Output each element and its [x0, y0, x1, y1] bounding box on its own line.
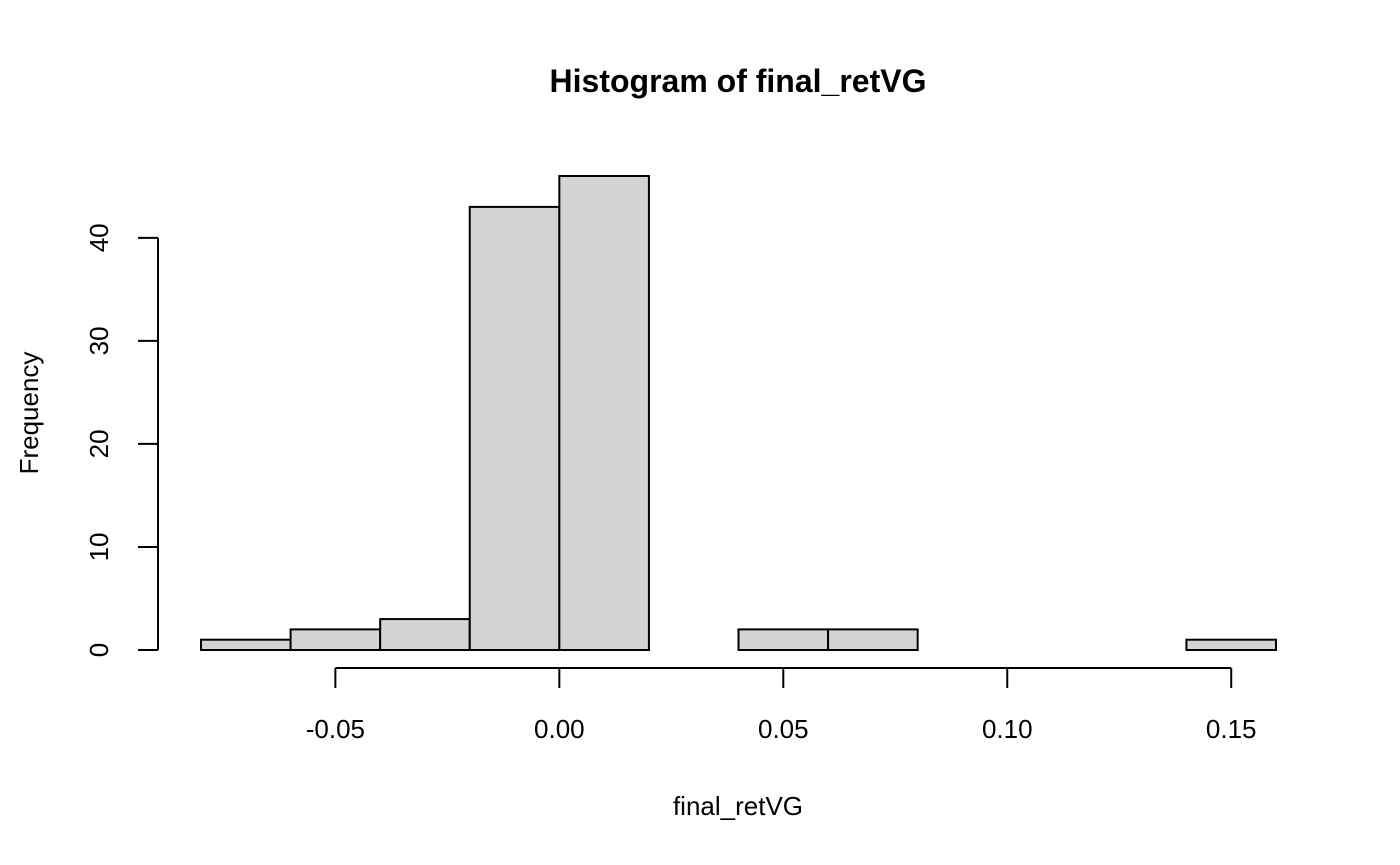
- histogram-bars: [200, 175, 1277, 652]
- x-axis: -0.05 0.00 0.05 0.10 0.15: [306, 667, 1257, 744]
- y-tick-label: 40: [84, 223, 114, 252]
- x-axis-ticks: -0.05 0.00 0.05 0.10 0.15: [306, 668, 1257, 744]
- x-axis-label: final_retVG: [673, 791, 803, 821]
- histogram-bar: [468, 205, 561, 651]
- chart-title: Histogram of final_retVG: [550, 63, 927, 99]
- histogram-bar: [379, 618, 471, 652]
- histogram-bar: [827, 628, 919, 651]
- x-tick-label: 0.10: [982, 714, 1033, 744]
- x-tick-label: 0.00: [534, 714, 585, 744]
- histogram-bar: [289, 628, 382, 651]
- x-tick-label: -0.05: [306, 714, 365, 744]
- y-axis: 0 10 20 30 40: [84, 223, 159, 657]
- y-axis-label: Frequency: [14, 352, 44, 475]
- x-tick-label: 0.05: [758, 714, 809, 744]
- histogram-bar: [1185, 638, 1277, 652]
- y-tick-label: 30: [84, 326, 114, 355]
- histogram-bar: [558, 175, 650, 651]
- y-tick-label: 20: [84, 429, 114, 458]
- y-axis-ticks: 0 10 20 30 40: [84, 223, 158, 657]
- x-tick-label: 0.15: [1206, 714, 1257, 744]
- histogram-bar: [200, 638, 292, 652]
- y-tick-label: 10: [84, 532, 114, 561]
- y-tick-label: 0: [84, 643, 114, 657]
- histogram-bar: [737, 628, 830, 651]
